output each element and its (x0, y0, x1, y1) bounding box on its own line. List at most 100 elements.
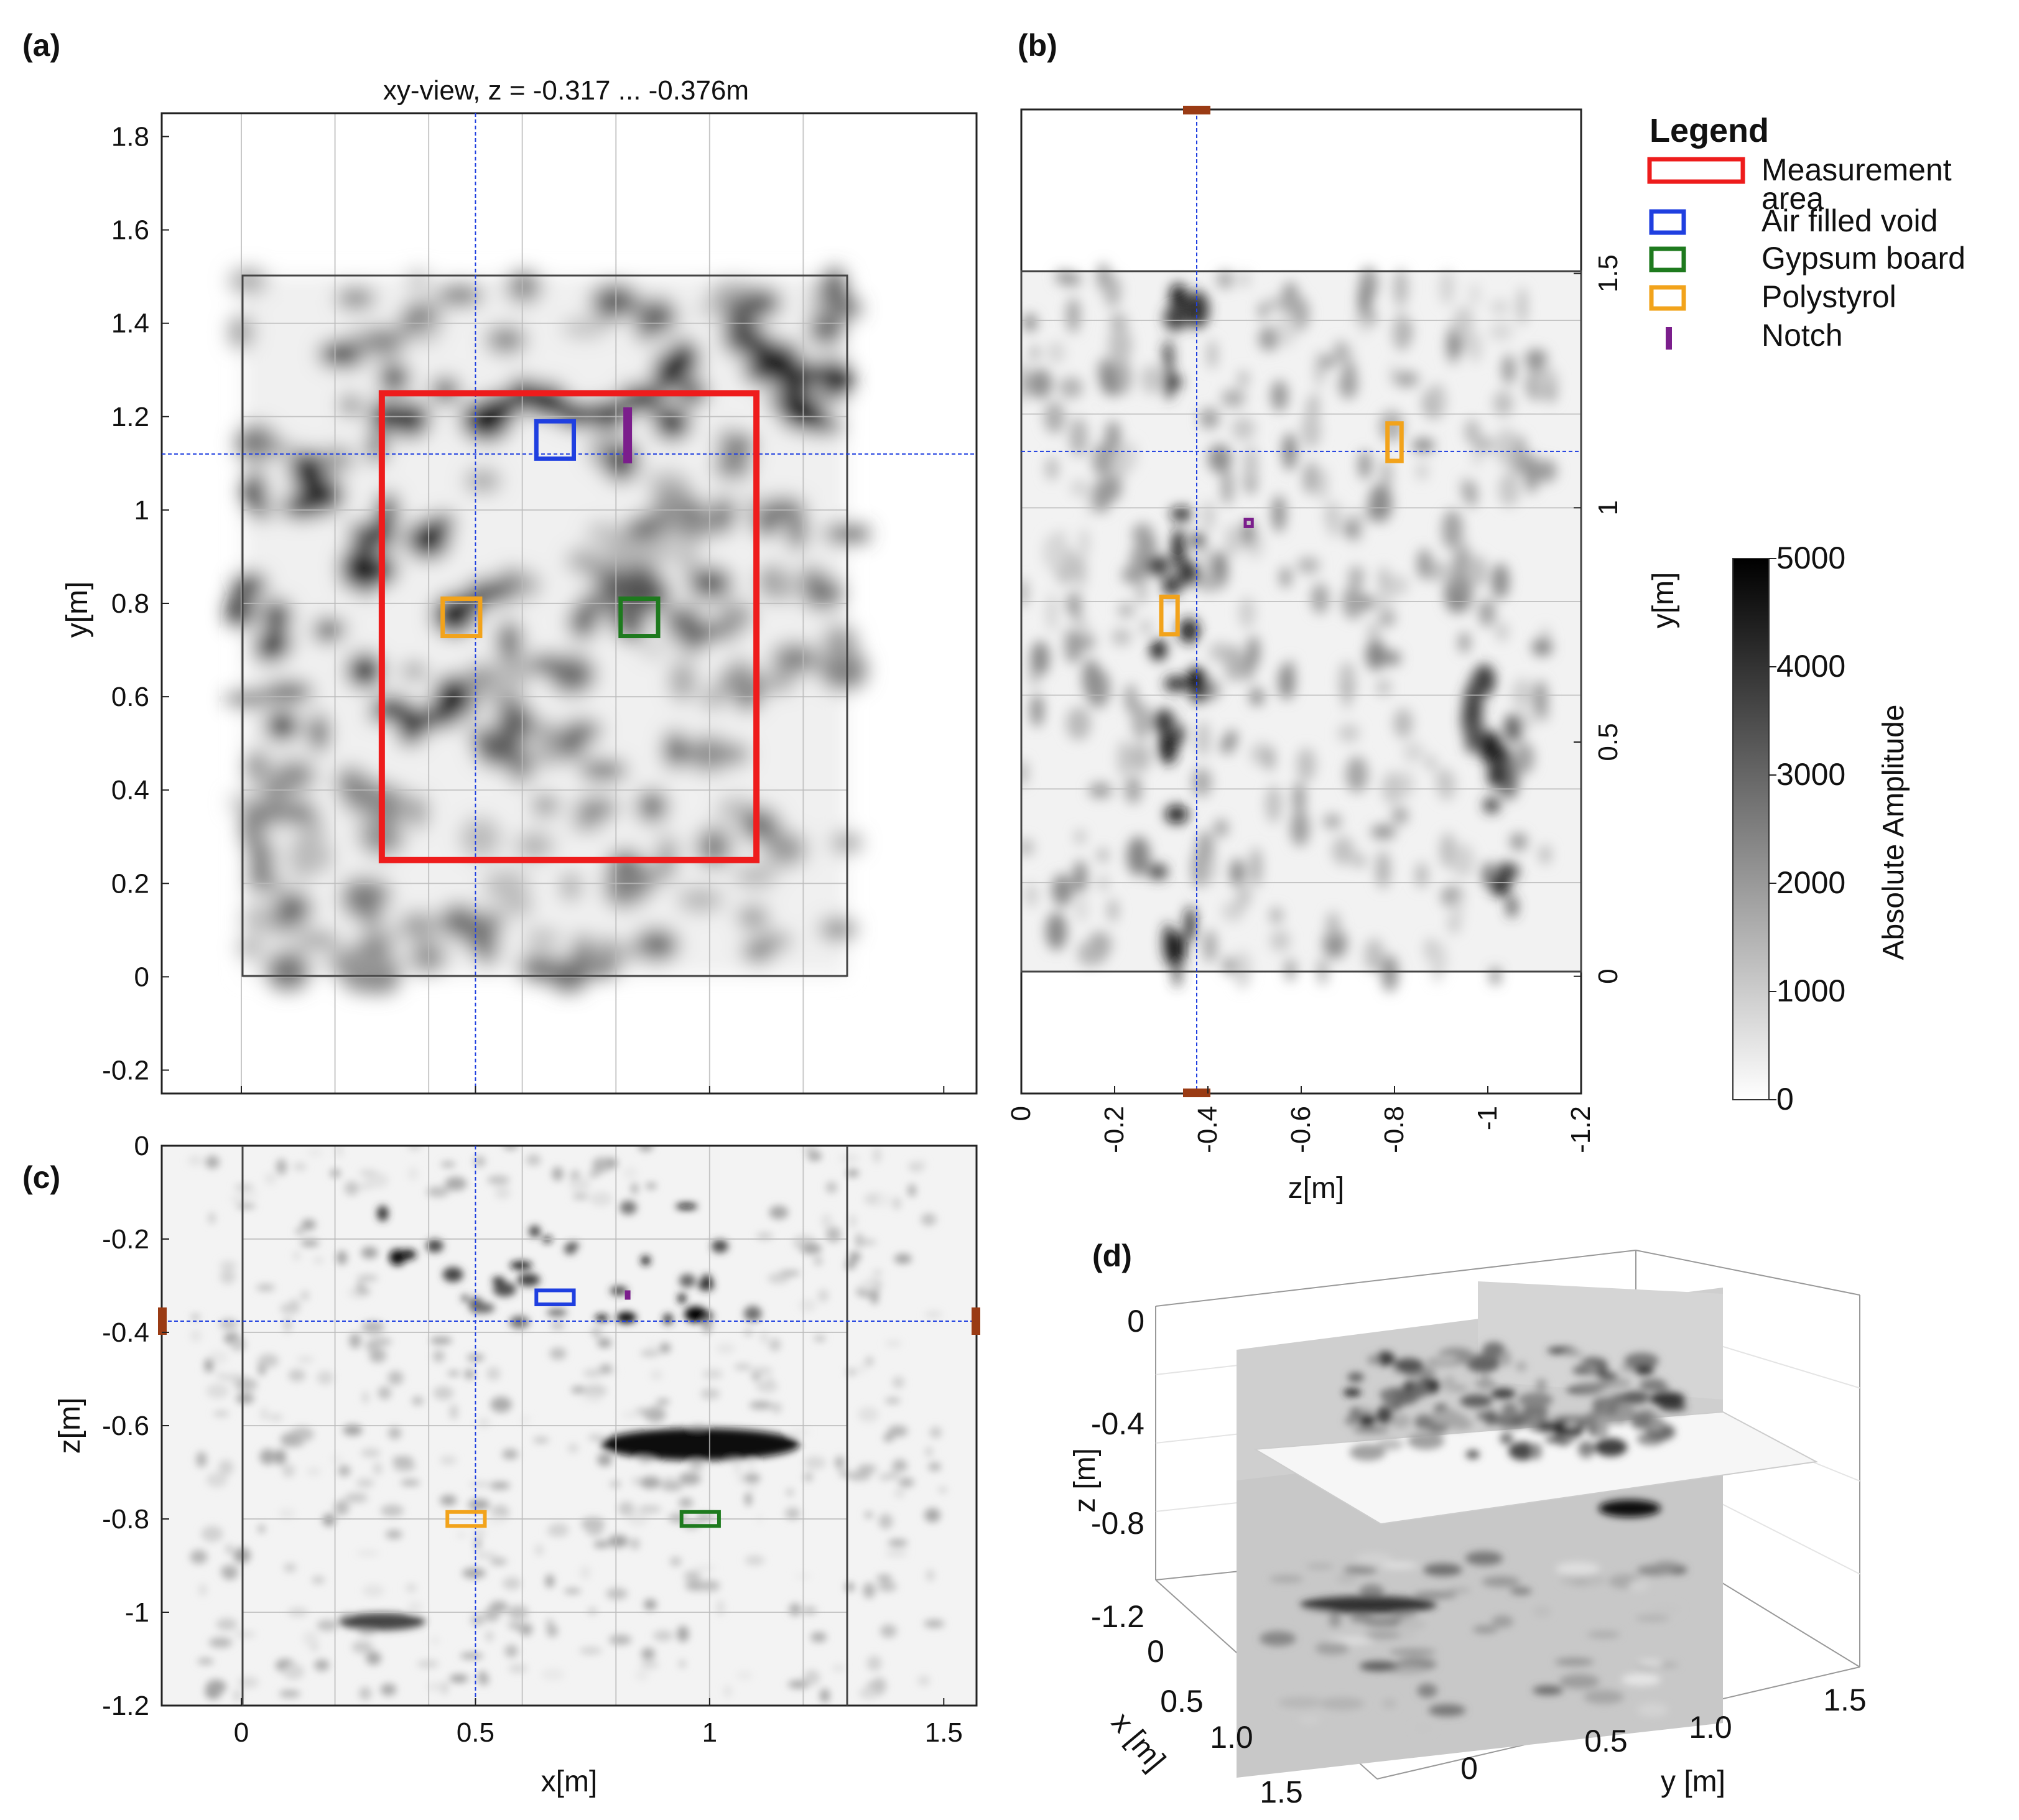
heat-blob (302, 1631, 318, 1646)
heat-blob (1426, 755, 1436, 771)
legend-swatch (1649, 246, 1686, 272)
heat-blob (474, 728, 522, 767)
heat-blob (361, 1321, 384, 1334)
heat-blob (445, 1176, 467, 1191)
heat-blob (711, 1240, 728, 1253)
heat-blob (233, 1631, 256, 1638)
heat-blob (1108, 325, 1133, 364)
heat-blob (588, 1434, 604, 1441)
heat-blob (764, 569, 796, 602)
heat-blob (1021, 839, 1034, 856)
heat-blob (865, 1511, 873, 1518)
panel-c-label: (c) (22, 1160, 60, 1195)
heat-blob (468, 1498, 490, 1511)
heat-blob (493, 1282, 516, 1297)
heat-blob (723, 1685, 732, 1698)
heat-blob (1416, 462, 1428, 481)
heat-blob (1221, 389, 1246, 407)
heat-blob (534, 1544, 544, 1556)
heat-blob (819, 649, 868, 691)
heat-blob (526, 1154, 541, 1166)
slice-blob (1556, 1562, 1600, 1576)
heat-blob (1426, 560, 1449, 582)
heat-blob (206, 1679, 226, 1694)
heat-blob (356, 1479, 374, 1488)
y-tick-label: 0.4 (111, 775, 149, 806)
slice-blob (1624, 1352, 1659, 1369)
heat-blob (280, 1432, 302, 1447)
heat-blob (677, 1293, 686, 1304)
heat-blob (1077, 618, 1089, 639)
heat-blob (1204, 929, 1217, 963)
slice-blob (1336, 1573, 1357, 1584)
heat-blob (603, 440, 639, 482)
heat-blob (306, 1148, 323, 1157)
heat-blob (289, 449, 325, 490)
heat-blob (788, 511, 807, 550)
heat-blob (205, 1156, 220, 1169)
heat-blob (764, 832, 807, 867)
slice-blob (1554, 1658, 1594, 1666)
slice-blob (1552, 1418, 1582, 1436)
heat-blob (546, 1625, 558, 1637)
heat-blob (804, 1472, 813, 1482)
heat-blob (1490, 300, 1510, 315)
heat-blob (912, 1160, 926, 1167)
heat-blob (1371, 825, 1396, 838)
heat-blob (1416, 862, 1427, 888)
heat-blob (1258, 326, 1279, 351)
y-tick-label: -0.8 (102, 1504, 149, 1534)
heat-blob (399, 911, 437, 940)
heat-blob (1129, 743, 1151, 773)
heat-blob (649, 865, 675, 883)
heat-blob (1417, 549, 1432, 580)
heat-blob (361, 1448, 381, 1458)
heat-blobs (1021, 262, 1559, 992)
legend-label: area (1761, 181, 1824, 216)
slice-blob (1482, 1576, 1520, 1587)
heat-blob (639, 1350, 661, 1357)
heat-blob (883, 1434, 894, 1442)
heat-blob (1021, 363, 1029, 402)
heat-blob (552, 1166, 564, 1181)
heat-blob (1153, 709, 1175, 735)
heat-blob (358, 1169, 378, 1176)
heat-blob (197, 1658, 214, 1664)
heat-blob (399, 1249, 417, 1260)
heat-blob (462, 1568, 486, 1579)
heat-blob (475, 1538, 481, 1549)
heat-blob (357, 1182, 373, 1191)
heat-blob (430, 1337, 453, 1345)
heat-blob (859, 1281, 876, 1291)
heat-blob (520, 1415, 531, 1424)
heat-blob (608, 1534, 629, 1548)
heat-blob (693, 1565, 717, 1571)
heat-blob (880, 1624, 897, 1638)
y-tick-label: 1.5 (1823, 1683, 1867, 1717)
heat-blob (623, 1166, 638, 1179)
heat-blob (1238, 597, 1255, 629)
heat-blob (631, 1182, 638, 1195)
slice-blob (1364, 1631, 1401, 1639)
heat-blob (789, 1603, 801, 1616)
panel-c-y-ticks: 0 -0.2 -0.4 -0.6 -0.8 -1 -1.2 (102, 1131, 169, 1721)
heat-blob (359, 1686, 372, 1701)
heat-blob (356, 1550, 379, 1556)
heat-blob (490, 1396, 512, 1413)
panel-a-heatmap (226, 267, 870, 993)
heat-blob (1487, 761, 1508, 788)
x-tick-label: 0 (1147, 1634, 1164, 1669)
heat-blob (642, 643, 664, 659)
heat-blob (1518, 287, 1526, 325)
slice-blob (1518, 1392, 1553, 1408)
heat-blob (588, 1171, 600, 1177)
slice-blob (1491, 1615, 1513, 1628)
slice-blob (1393, 1358, 1424, 1374)
heat-blob (894, 1253, 912, 1264)
slice-blob (1411, 1381, 1429, 1398)
heat-blob (1467, 481, 1477, 508)
heat-blob (618, 605, 646, 643)
heat-blob (336, 288, 376, 309)
panel-a-cursor (162, 113, 977, 1093)
heat-blob (1490, 877, 1511, 896)
